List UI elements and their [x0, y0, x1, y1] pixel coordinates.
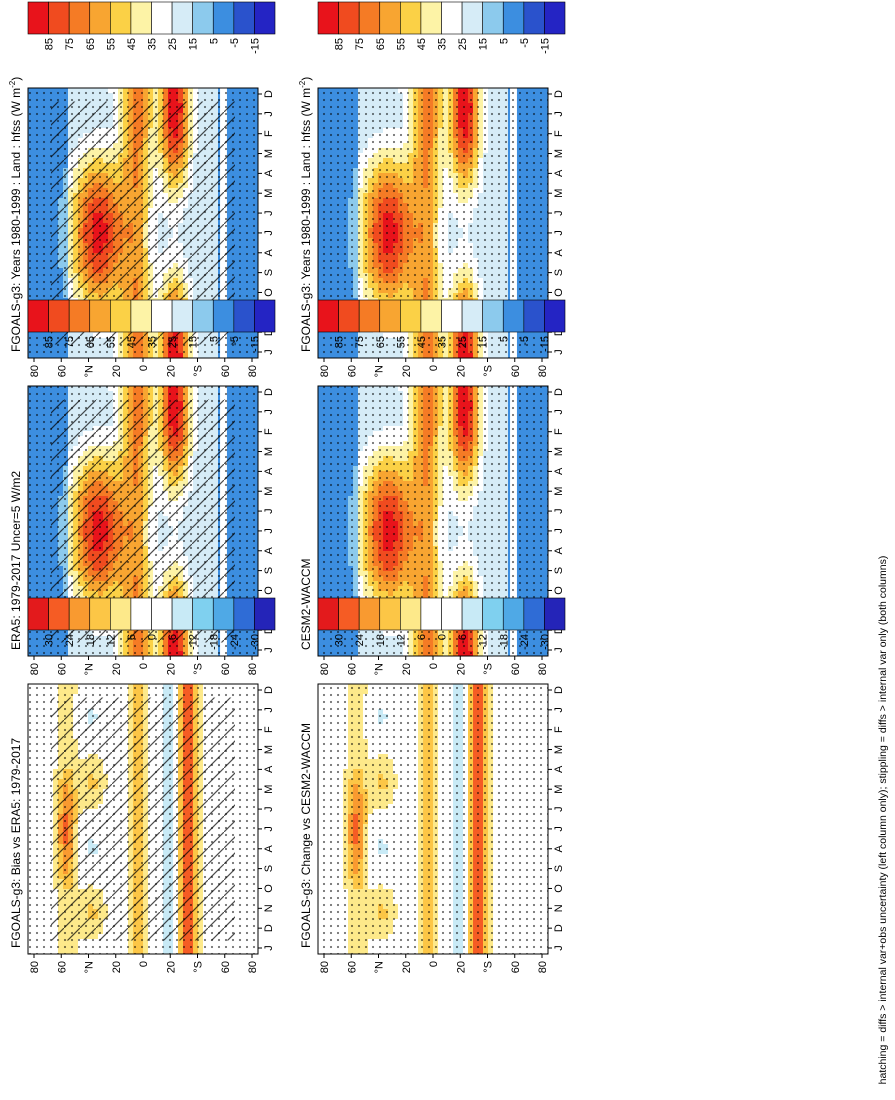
lat-tick-label: 60 [56, 365, 68, 377]
month-tick-label: J [263, 349, 275, 355]
colorbar-label: 35 [147, 38, 159, 50]
lat-tick-label: 20 [165, 365, 177, 377]
month-tick-label: D [263, 90, 275, 98]
colorbar-label: -5 [229, 38, 241, 48]
lat-tick-label: °N [84, 365, 96, 377]
month-tick-label: J [263, 210, 275, 216]
month-tick-label: M [263, 189, 275, 198]
month-tick-label: S [263, 269, 275, 276]
month-tick-label: J [263, 230, 275, 236]
lat-tick-label: 60 [220, 365, 232, 377]
colorbar-label: -15 [249, 38, 261, 54]
colorbar-swatch [233, 1, 255, 35]
colorbar-swatch [171, 1, 193, 35]
lat-tick-label: 0 [138, 365, 150, 371]
colorbar-swatch [151, 1, 173, 35]
colorbar-label: 75 [64, 38, 76, 50]
month-tick-label: A [263, 248, 275, 256]
colorbar-swatch [48, 1, 70, 35]
month-tick-label: A [263, 169, 275, 177]
lat-tick-label: °S [193, 365, 205, 377]
colorbar-swatch [192, 1, 214, 35]
colorbar-swatch [89, 1, 111, 35]
colorbar-label: 65 [85, 38, 97, 50]
title-end: ) [9, 77, 23, 81]
month-tick-label: J [263, 111, 275, 117]
title-superscript: -2 [8, 80, 17, 88]
colorbar-label: 45 [126, 38, 138, 50]
month-tick-label: O [263, 288, 275, 297]
month-tick-label: M [263, 149, 275, 158]
lat-tick-label: 20 [111, 365, 123, 377]
colorbar-swatch [130, 1, 152, 35]
colorbar-swatch [254, 1, 276, 35]
colorbar-swatch [212, 1, 235, 35]
colorbar-label: 15 [188, 38, 200, 50]
colorbar-label: 55 [105, 38, 117, 50]
lat-tick-label: 80 [247, 365, 259, 377]
colorbar-label: 85 [44, 38, 56, 50]
panel-title: FGOALS-g3: Years 1980-1999 : Land : hfss… [8, 77, 23, 352]
lat-tick-label: 80 [29, 365, 41, 377]
colorbar-label: 5 [208, 38, 220, 44]
colorbar-label: 25 [167, 38, 179, 50]
colorbar-swatch [110, 1, 132, 35]
colorbar-swatch [68, 1, 91, 35]
colorbar: 85 75 65 55 45 35 25 15 5 -5 -15 [27, 1, 276, 54]
colorbar-swatch [27, 1, 49, 35]
month-tick-label: F [263, 130, 275, 137]
